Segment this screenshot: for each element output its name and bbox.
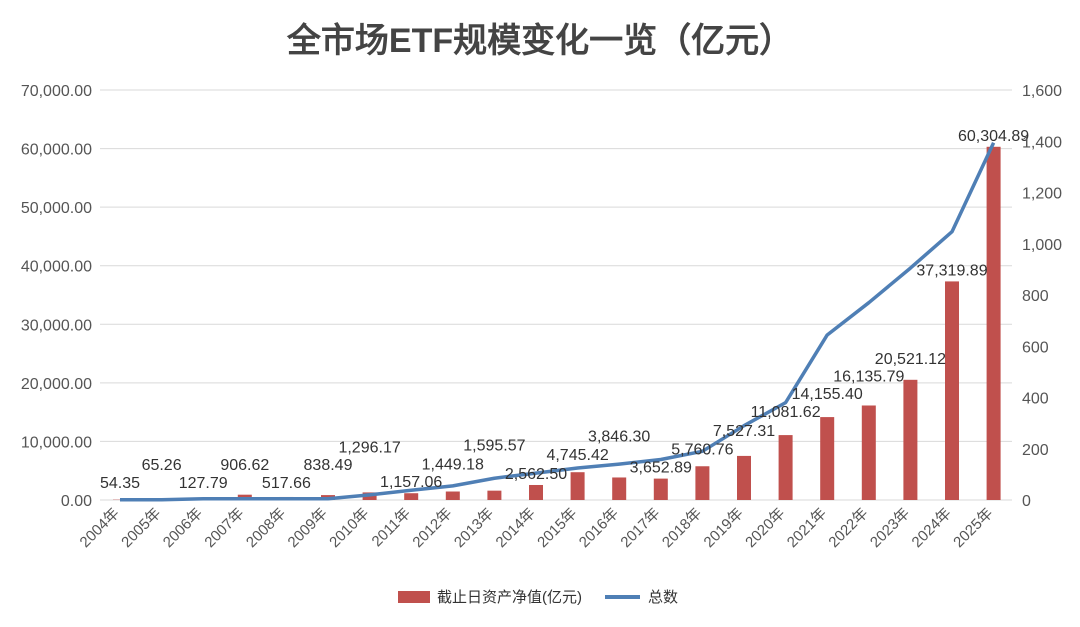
left-tick-label: 30,000.00 [21,317,92,334]
left-tick-label: 10,000.00 [21,434,92,451]
bar [695,466,710,500]
bar-data-label: 2,562.50 [505,466,567,483]
bar-data-label: 1,595.57 [463,438,525,455]
right-tick-label: 1,600 [1022,83,1062,100]
x-tick-label: 2014年 [493,505,539,551]
x-tick-label: 2004年 [77,505,123,551]
bar-data-label: 5,760.76 [671,441,733,458]
x-tick-label: 2015年 [534,505,580,551]
x-tick-label: 2012年 [409,505,455,551]
bar-data-label: 11,081.62 [751,404,821,421]
bar-data-label: 7,527.31 [713,423,775,440]
x-tick-label: 2010年 [326,505,372,551]
x-tick-label: 2013年 [451,505,497,551]
x-tick-label: 2023年 [867,505,913,551]
x-tick-label: 2008年 [243,505,289,551]
bar [945,281,959,500]
right-tick-label: 0 [1022,493,1031,510]
bar-data-label: 1,157.06 [380,474,442,491]
bar [487,490,502,500]
right-tick-label: 800 [1022,288,1049,305]
bar [903,379,918,500]
bar [737,455,751,500]
x-tick-label: 2016年 [576,505,622,551]
line-series [120,142,996,502]
right-tick-label: 600 [1022,339,1049,356]
bar-data-label: 60,304.89 [958,128,1029,145]
bar [653,478,668,500]
bar-data-label: 838.49 [304,457,353,474]
right-tick-label: 400 [1022,391,1049,408]
bar-data-label: 3,846.30 [588,428,650,445]
right-tick-label: 1,200 [1022,186,1062,203]
bar-data-label: 37,319.89 [916,262,987,279]
x-tick-label: 2018年 [659,505,705,551]
x-tick-label: 2006年 [160,505,206,551]
bar-data-label: 906.62 [220,457,269,474]
bar [445,491,460,500]
left-tick-label: 50,000.00 [21,200,92,217]
bar-data-label: 517.66 [262,475,311,492]
bar [612,477,627,500]
x-tick-label: 2024年 [909,505,955,551]
bar-data-label: 1,449.18 [422,457,484,474]
x-tick-label: 2021年 [784,505,830,551]
left-tick-label: 0.00 [61,493,92,510]
bar-data-label: 14,155.40 [792,386,863,403]
right-tick-label: 1,400 [1022,134,1062,151]
bar-data-label: 54.35 [100,475,140,492]
left-tick-label: 60,000.00 [21,142,92,159]
x-tick-label: 2005年 [118,505,164,551]
bar-data-label: 3,652.89 [630,460,692,477]
x-tick-label: 2022年 [825,505,871,551]
bar-data-label: 127.79 [179,475,228,492]
right-tick-label: 200 [1022,442,1049,459]
legend-bar-swatch [398,591,430,603]
right-tick-label: 1,000 [1022,237,1062,254]
x-tick-label: 2011年 [369,505,414,550]
left-tick-label: 40,000.00 [21,259,92,276]
chart-title: 全市场ETF规模变化一览（亿元） [286,21,793,60]
bar-data-label: 65.26 [142,457,182,474]
left-tick-label: 70,000.00 [21,83,92,100]
bar [778,435,793,500]
legend-line-label: 总数 [648,589,678,606]
bar [404,493,419,500]
x-tick-label: 2019年 [701,505,747,551]
bar-data-label: 20,521.12 [875,351,946,368]
bar [986,146,1001,500]
bar-data-label: 1,296.17 [338,439,400,456]
x-tick-label: 2007年 [201,505,247,551]
x-tick-label: 2020年 [742,505,788,551]
x-tick-label: 2009年 [285,505,331,551]
bar [529,484,543,500]
legend-bar-label: 截止日资产净值(亿元) [437,589,582,606]
bar [861,405,876,500]
bar [820,417,835,500]
legend: 截止日资产净值(亿元) 总数 [398,589,678,606]
bar-data-label: 16,135.79 [833,368,904,385]
bar [570,472,585,500]
x-tick-label: 2017年 [617,505,663,551]
x-tick-label: 2025年 [950,505,996,551]
left-tick-label: 20,000.00 [21,376,92,393]
bar-data-label: 4,745.42 [546,447,608,464]
